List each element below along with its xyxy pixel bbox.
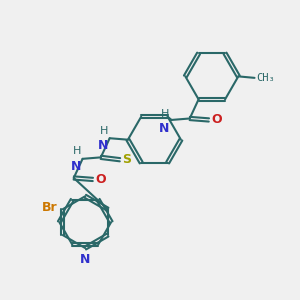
Text: O: O [95,173,106,186]
Text: N: N [159,122,169,135]
Text: N: N [98,140,108,152]
Text: H: H [100,126,108,136]
Text: H: H [73,146,81,157]
Text: H: H [161,109,170,119]
Text: CH₃: CH₃ [256,73,275,83]
Text: O: O [211,113,222,126]
Text: Br: Br [42,201,58,214]
Text: N: N [80,253,90,266]
Text: N: N [71,160,81,173]
Text: S: S [122,153,131,166]
